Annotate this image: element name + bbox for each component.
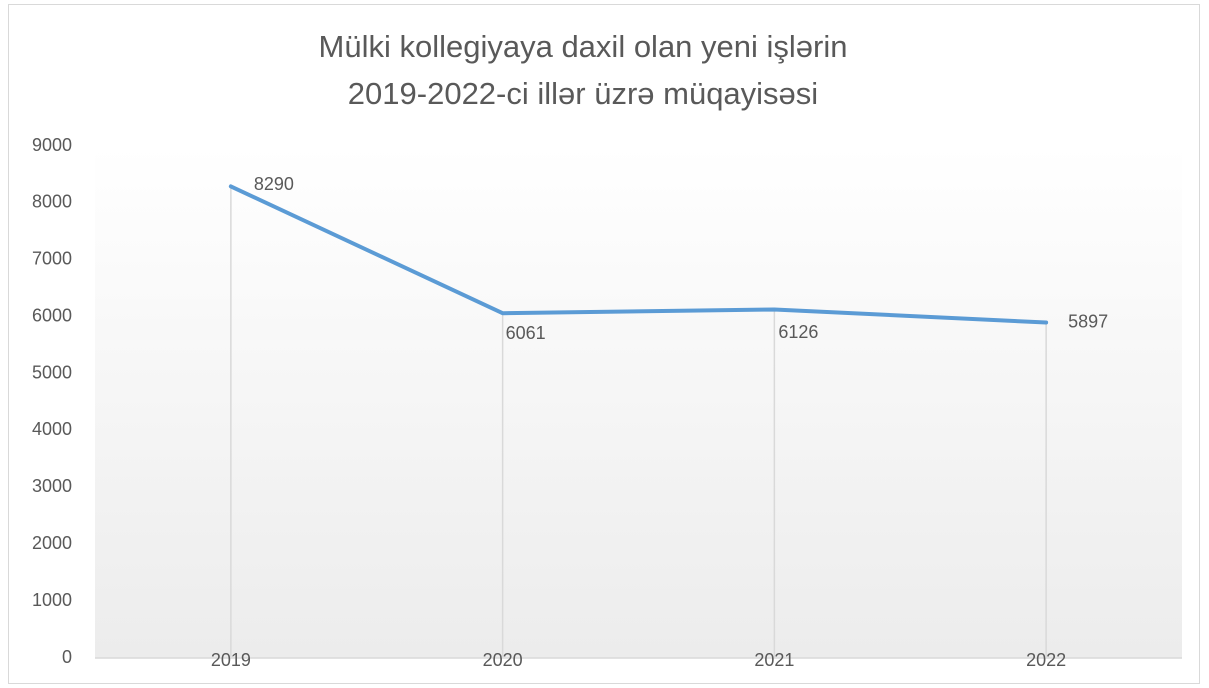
y-tick-label: 9000 bbox=[32, 135, 72, 155]
y-tick-label: 4000 bbox=[32, 419, 72, 439]
x-tick-label: 2021 bbox=[754, 650, 794, 670]
chart-title: 2019-2022-ci illər üzrə müqayisəsi bbox=[348, 76, 818, 111]
chart-title: Mülki kollegiyaya daxil olan yeni işləri… bbox=[319, 29, 848, 64]
data-label: 5897 bbox=[1068, 311, 1108, 331]
y-tick-label: 6000 bbox=[32, 305, 72, 325]
y-tick-label: 8000 bbox=[32, 192, 72, 212]
y-tick-label: 3000 bbox=[32, 476, 72, 496]
series-line bbox=[228, 184, 1049, 325]
y-tick-label: 1000 bbox=[32, 590, 72, 610]
plot-area bbox=[95, 146, 1182, 658]
x-tick-label: 2020 bbox=[483, 650, 523, 670]
data-label: 8290 bbox=[254, 174, 294, 194]
data-label: 6126 bbox=[778, 322, 818, 342]
x-tick-label: 2019 bbox=[211, 650, 251, 670]
data-label: 6061 bbox=[506, 323, 546, 343]
y-tick-label: 2000 bbox=[32, 533, 72, 553]
y-tick-label: 5000 bbox=[32, 362, 72, 382]
y-tick-label: 0 bbox=[62, 647, 72, 667]
x-tick-label: 2022 bbox=[1026, 650, 1066, 670]
y-tick-label: 7000 bbox=[32, 249, 72, 269]
